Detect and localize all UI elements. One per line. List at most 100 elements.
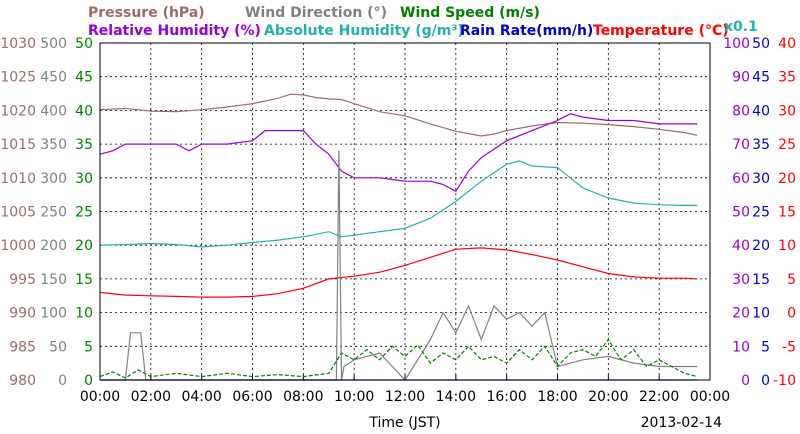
grid: [100, 43, 710, 380]
tick-label: 60: [732, 171, 750, 187]
tick-label: 500: [40, 36, 67, 52]
tick-label: 5: [787, 272, 796, 288]
legend-entry: Absolute Humidity (g/m³): [264, 23, 464, 39]
date-label: 2013-02-14: [641, 415, 722, 431]
tick-label: 20: [732, 306, 750, 322]
tick-label: 450: [40, 70, 67, 86]
x-axis: 00:00 02:00 04:00 06:00 08:00 10:00 12:00 14:00…: [80, 375, 730, 405]
series-line: [99, 338, 698, 379]
x-tick-label: 00:00: [690, 389, 730, 405]
tick-label: 20: [752, 238, 770, 254]
tick-label: 250: [40, 205, 67, 221]
tick-label: 80: [732, 103, 750, 119]
tick-label: 25: [75, 205, 93, 221]
tick-label: 400: [40, 103, 67, 119]
x-tick-label: 20:00: [588, 389, 628, 405]
tick-label: 0: [84, 373, 93, 389]
tick-label: 30: [75, 171, 93, 187]
legend-entry: Wind Speed (m/s): [400, 5, 540, 21]
tick-label: 150: [40, 272, 67, 288]
tick-label: 90: [732, 70, 750, 86]
x-tick-label: 00:00: [80, 389, 120, 405]
tick-label: 1020: [0, 103, 36, 119]
tick-label: 1005: [0, 205, 36, 221]
legend-entry: Wind Direction (°): [245, 5, 387, 21]
tick-label: 40: [75, 103, 93, 119]
tick-label: 5: [84, 339, 93, 355]
tick-label: 45: [75, 70, 93, 86]
tick-label: 35: [752, 137, 770, 153]
x-tick-label: 04:00: [181, 389, 221, 405]
tick-label: 15: [752, 272, 770, 288]
tick-label: 10: [75, 306, 93, 322]
tick-label: 50: [732, 205, 750, 221]
tick-label: 40: [752, 103, 770, 119]
x-tick-label: 12:00: [385, 389, 425, 405]
x-tick-label: 02:00: [131, 389, 171, 405]
tick-label: 35: [75, 137, 93, 153]
tick-label: 0: [787, 306, 796, 322]
tick-label: 300: [40, 171, 67, 187]
tick-label: 30: [752, 171, 770, 187]
x-axis-label: Time (JST): [368, 415, 440, 431]
legend-entry: Pressure (hPa): [88, 5, 205, 21]
tick-label: 15: [778, 205, 796, 221]
tick-label: 40: [778, 36, 796, 52]
series-line: [99, 160, 698, 248]
series-line: [99, 247, 698, 298]
multiplier-label: x0.1: [724, 19, 758, 35]
tick-label: 20: [778, 171, 796, 187]
tick-label: 0: [741, 373, 750, 389]
plot-frame: [99, 42, 711, 381]
series-line: [99, 113, 698, 193]
tick-label: 0: [761, 373, 770, 389]
tick-label: 350: [40, 137, 67, 153]
legend-entry: Temperature (°C): [593, 23, 729, 39]
left-axes: 1030102510201015101010051000995990985980…: [0, 36, 93, 389]
tick-label: 35: [778, 70, 796, 86]
x-tick-label: 10:00: [334, 389, 374, 405]
x-tick-label: 22:00: [639, 389, 679, 405]
tick-label: 1025: [0, 70, 36, 86]
legend-entry: Rain Rate(mm/h): [460, 23, 593, 39]
legend: Pressure (hPa) Wind Direction (°) Wind Spe…: [88, 5, 758, 39]
tick-label: 15: [75, 272, 93, 288]
tick-label: 1015: [0, 137, 36, 153]
tick-label: 5: [761, 339, 770, 355]
tick-label: 70: [732, 137, 750, 153]
tick-label: 25: [752, 205, 770, 221]
tick-label: 25: [778, 137, 796, 153]
x-tick-label: 16:00: [486, 389, 526, 405]
tick-label: 1010: [0, 171, 36, 187]
tick-label: 30: [732, 272, 750, 288]
tick-label: -5: [782, 339, 796, 355]
tick-label: -10: [773, 373, 796, 389]
tick-label: 50: [75, 36, 93, 52]
tick-label: 1000: [0, 238, 36, 254]
tick-label: 100: [723, 36, 750, 52]
tick-label: 1030: [0, 36, 36, 52]
x-tick-label: 06:00: [232, 389, 272, 405]
tick-label: 0: [58, 373, 67, 389]
tick-label: 980: [9, 373, 36, 389]
tick-label: 10: [752, 306, 770, 322]
tick-label: 100: [40, 306, 67, 322]
tick-label: 30: [778, 103, 796, 119]
legend-entry: Relative Humidity (%): [88, 23, 261, 39]
x-tick-label: 08:00: [283, 389, 323, 405]
tick-label: 40: [732, 238, 750, 254]
tick-label: 50: [752, 36, 770, 52]
right-axes: 1009080706050403020100504540353025201510…: [723, 36, 796, 389]
tick-label: 995: [9, 272, 36, 288]
tick-label: 10: [778, 238, 796, 254]
series-line: [99, 93, 698, 137]
tick-label: 985: [9, 339, 36, 355]
tick-label: 20: [75, 238, 93, 254]
tick-label: 200: [40, 238, 67, 254]
tick-label: 50: [49, 339, 67, 355]
x-tick-label: 18:00: [537, 389, 577, 405]
tick-label: 990: [9, 306, 36, 322]
x-tick-label: 14:00: [436, 389, 476, 405]
